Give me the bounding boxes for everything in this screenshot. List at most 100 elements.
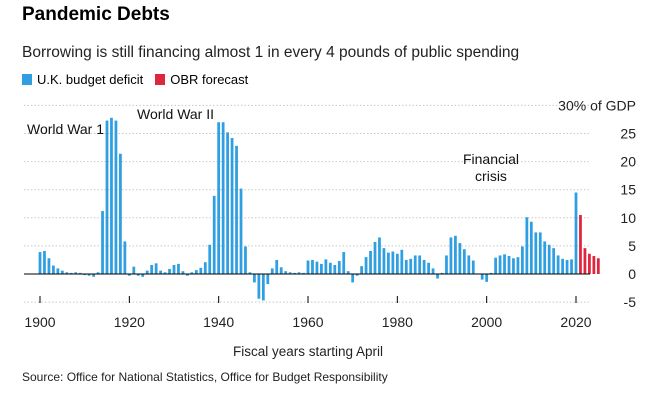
deficit-bar (494, 257, 497, 274)
forecast-bar (596, 258, 600, 274)
deficit-bar (440, 272, 444, 274)
deficit-bar (507, 256, 511, 274)
deficit-bar (574, 192, 578, 274)
legend-entry-forecast: OBR forecast (155, 72, 248, 87)
deficit-bar (239, 188, 243, 274)
deficit-bar (556, 255, 560, 274)
deficit-bar (92, 274, 95, 277)
deficit-bar (422, 259, 426, 274)
deficit-bar (360, 266, 363, 274)
deficit-bar (431, 268, 435, 274)
deficit-bar (244, 246, 247, 274)
deficit-bar (337, 261, 341, 274)
deficit-bar (60, 270, 64, 274)
deficit-bar (355, 274, 359, 276)
source-note: Source: Office for National Statistics, … (22, 370, 388, 384)
deficit-bar (230, 138, 234, 274)
deficit-bar (369, 250, 372, 274)
deficit-bar (253, 274, 256, 283)
deficit-bar (395, 253, 399, 274)
deficit-bar (159, 270, 162, 274)
deficit-bar (212, 195, 216, 274)
deficit-bar (382, 248, 386, 274)
deficit-bar (409, 258, 413, 274)
x-tick-label: 1900 (24, 314, 55, 330)
deficit-bar (328, 262, 332, 274)
deficit-bar (364, 257, 368, 274)
deficit-bar (132, 266, 136, 274)
deficit-bar (351, 274, 355, 283)
deficit-bar (480, 274, 484, 280)
y-tick-label: 0 (628, 266, 636, 282)
deficit-bar (436, 274, 439, 279)
y-tick-label: 25 (620, 126, 636, 142)
x-tick-label: 1980 (382, 314, 413, 330)
x-tick-label: 1920 (114, 314, 145, 330)
y-tick-label: 5 (628, 238, 636, 254)
annotation-label: World War II (137, 106, 214, 122)
deficit-bar (177, 263, 180, 274)
deficit-bar (521, 246, 524, 274)
x-axis-title: Fiscal years starting April (233, 344, 383, 359)
legend-label-forecast: OBR forecast (170, 72, 249, 87)
legend: U.K. budget deficit OBR forecast (22, 72, 248, 87)
annotation-label: World War 1 (27, 121, 104, 137)
deficit-bar (217, 122, 221, 274)
deficit-bar (498, 255, 502, 274)
deficit-bar (404, 259, 408, 274)
deficit-bar (257, 274, 261, 299)
deficit-bar (69, 272, 73, 274)
deficit-bar (346, 271, 350, 274)
deficit-bar (266, 274, 270, 285)
deficit-bar (489, 272, 493, 274)
deficit-bar (512, 258, 515, 274)
deficit-bar (145, 270, 149, 274)
deficit-bar (373, 241, 377, 274)
deficit-bar (47, 258, 51, 274)
deficit-bar (387, 252, 390, 274)
deficit-bar (235, 145, 238, 274)
deficit-bar (78, 272, 82, 274)
deficit-bar (172, 265, 176, 274)
deficit-bar (127, 274, 131, 276)
forecast-bar (579, 214, 582, 274)
deficit-bar (101, 211, 104, 274)
deficit-bar (462, 249, 466, 274)
deficit-bar (320, 263, 323, 274)
deficit-bar (302, 272, 305, 274)
deficit-bar (284, 271, 288, 274)
y-tick-label: -5 (624, 294, 637, 310)
deficit-bar (458, 243, 462, 274)
forecast-bar (592, 256, 596, 274)
legend-entry-deficit: U.K. budget deficit (22, 72, 143, 87)
y-tick-label: 10 (620, 210, 636, 226)
deficit-bar (324, 259, 328, 274)
forecast-bar (588, 253, 591, 274)
deficit-bar (552, 248, 556, 274)
deficit-bar (538, 232, 542, 274)
deficit-bar (186, 274, 189, 276)
legend-swatch-deficit (22, 74, 32, 85)
deficit-bar (226, 132, 229, 274)
deficit-bar (391, 251, 395, 274)
deficit-bar (275, 259, 279, 274)
deficit-bar (96, 272, 100, 274)
deficit-bar (418, 255, 422, 274)
deficit-bar (565, 259, 569, 274)
deficit-bar (261, 274, 265, 301)
deficit-bar (163, 272, 167, 274)
deficit-bar (543, 241, 547, 274)
y-tick-label: 15 (620, 182, 636, 198)
deficit-bar (83, 274, 87, 276)
annotation-label: Financial crisis (463, 151, 519, 184)
deficit-bar (297, 272, 301, 274)
deficit-bar (333, 265, 337, 274)
x-tick-label: 2000 (471, 314, 502, 330)
deficit-bar (105, 120, 109, 274)
deficit-bar (503, 254, 506, 274)
deficit-bar (400, 249, 404, 274)
deficit-bar (445, 255, 448, 274)
deficit-bar (270, 268, 274, 274)
deficit-bar (378, 237, 381, 274)
deficit-bar (56, 268, 60, 274)
